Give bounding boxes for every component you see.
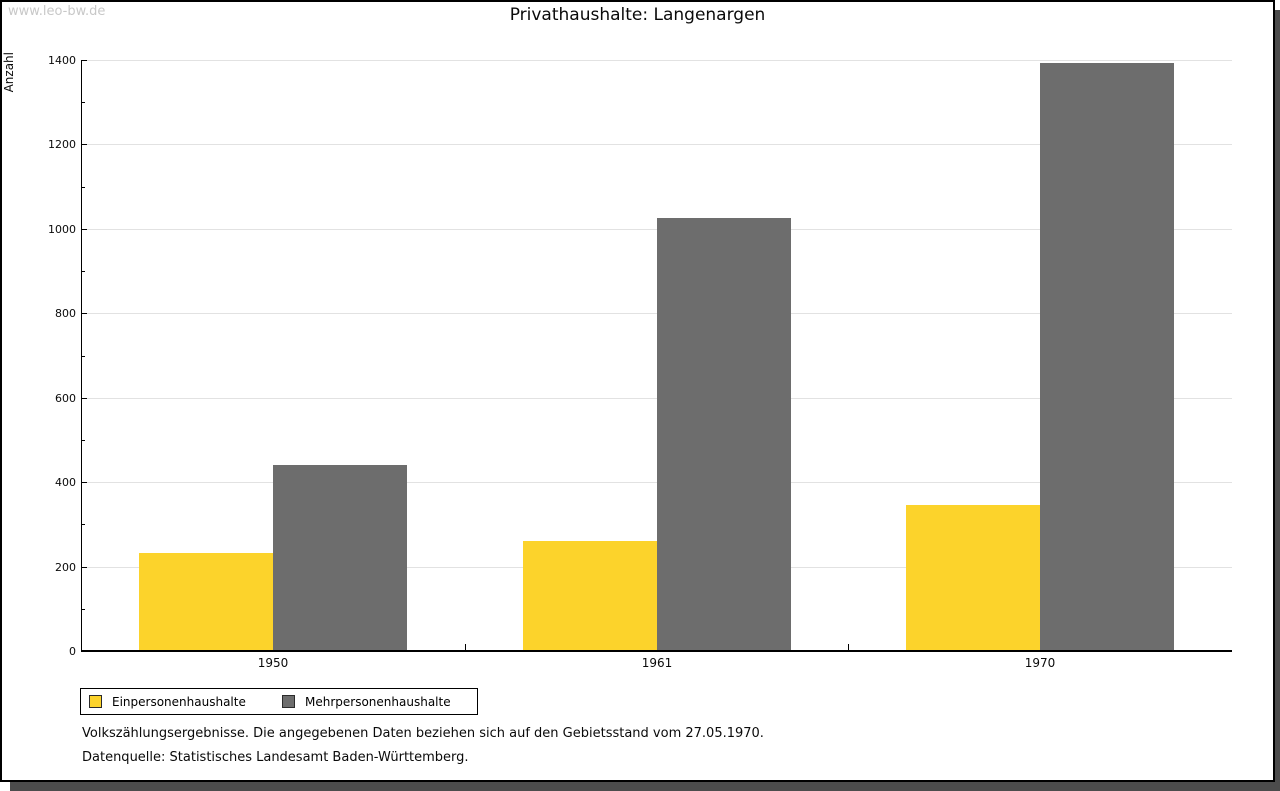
site-watermark: www.leo-bw.de: [8, 4, 106, 19]
y-tick-label: 0: [69, 645, 76, 658]
y-minor-tick: [82, 271, 85, 272]
bar-1950-Einpersonenhaushalte: [139, 553, 273, 651]
x-axis-line: [81, 650, 1232, 652]
y-tick-label: 400: [55, 476, 76, 489]
y-minor-tick: [82, 356, 85, 357]
y-major-tick: [82, 567, 87, 568]
bar-1961-Einpersonenhaushalte: [523, 541, 657, 651]
bar-1970-Mehrpersonenhaushalte: [1040, 63, 1174, 651]
y-minor-tick: [82, 102, 85, 103]
y-tick-label: 1000: [48, 223, 76, 236]
y-tick-label: 1200: [48, 138, 76, 151]
legend-label: Mehrpersonenhaushalte: [305, 694, 451, 709]
window-shadow-right: [1275, 10, 1280, 791]
y-major-tick: [82, 60, 87, 61]
y-major-tick: [82, 229, 87, 230]
x-category-label: 1961: [641, 656, 673, 670]
y-tick-label: 800: [55, 307, 76, 320]
legend-item-mehrpersonenhaushalte: Mehrpersonenhaushalte: [282, 689, 451, 714]
y-minor-tick: [82, 440, 85, 441]
y-axis-line: [81, 60, 82, 651]
bar-1961-Mehrpersonenhaushalte: [657, 218, 791, 651]
window-shadow-bottom: [10, 782, 1280, 791]
y-minor-tick: [82, 524, 85, 525]
y-major-tick: [82, 482, 87, 483]
x-category-label: 1950: [257, 656, 289, 670]
footnote-source-note: Volkszählungsergebnisse. Die angegebenen…: [82, 726, 764, 741]
y-axis-label: Anzahl: [2, 52, 16, 93]
bar-1970-Einpersonenhaushalte: [906, 505, 1040, 651]
y-tick-label: 200: [55, 561, 76, 574]
legend-swatch-yellow: [89, 695, 102, 708]
y-minor-tick: [82, 187, 85, 188]
legend-label: Einpersonenhaushalte: [112, 694, 246, 709]
chart-legend: Einpersonenhaushalte Mehrpersonenhaushal…: [80, 688, 478, 715]
y-major-tick: [82, 398, 87, 399]
x-boundary-tick: [848, 644, 849, 651]
footnote-data-source: Datenquelle: Statistisches Landesamt Bad…: [82, 750, 469, 765]
y-tick-label: 600: [55, 392, 76, 405]
x-boundary-tick: [465, 644, 466, 651]
y-gridline: [82, 60, 1232, 61]
y-major-tick: [82, 144, 87, 145]
y-minor-tick: [82, 609, 85, 610]
legend-swatch-gray: [282, 695, 295, 708]
legend-item-einpersonenhaushalte: Einpersonenhaushalte: [89, 689, 246, 714]
y-tick-label: 1400: [48, 54, 76, 67]
chart-title: Privathaushalte: Langenargen: [509, 5, 766, 25]
x-category-label: 1970: [1024, 656, 1056, 670]
bar-1950-Mehrpersonenhaushalte: [273, 465, 407, 651]
y-gridline: [82, 144, 1232, 145]
y-major-tick: [82, 313, 87, 314]
